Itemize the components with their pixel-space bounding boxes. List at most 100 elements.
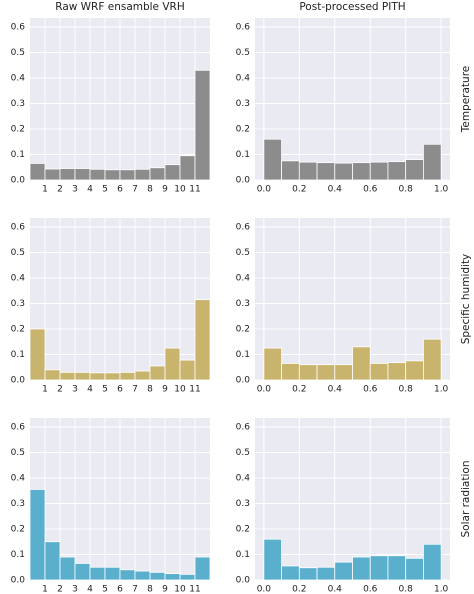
bar xyxy=(74,168,91,181)
x-tick-label: 0.0 xyxy=(257,585,272,594)
y-tick-label: 0.0 xyxy=(236,376,251,386)
x-tick-label: 4 xyxy=(87,585,93,594)
y-tick-label: 0.0 xyxy=(11,576,26,586)
y-tick-label: 0.6 xyxy=(236,222,251,232)
x-tick-label: 11 xyxy=(189,585,200,594)
bar xyxy=(59,168,76,181)
x-tick-label: 5 xyxy=(102,185,108,195)
x-tick-label: 10 xyxy=(174,385,186,395)
y-tick-label: 0.0 xyxy=(236,176,251,186)
x-tick-label: 1 xyxy=(42,185,48,195)
bar xyxy=(194,299,211,381)
x-tick-label: 7 xyxy=(132,385,138,395)
y-tick-label: 0.2 xyxy=(11,524,25,534)
bar xyxy=(352,346,371,381)
y-tick-label: 0.5 xyxy=(11,48,25,58)
y-tick-label: 0.6 xyxy=(11,222,26,232)
y-tick-label: 0.6 xyxy=(11,22,26,32)
y-tick-label: 0.5 xyxy=(236,48,250,58)
bar xyxy=(281,160,300,181)
plot-area xyxy=(255,418,450,580)
y-tick-label: 0.2 xyxy=(236,124,250,134)
y-tick-label: 0.2 xyxy=(11,124,25,134)
row-label: Temperature xyxy=(460,66,472,134)
bar xyxy=(149,365,166,381)
bar xyxy=(281,363,300,381)
bar xyxy=(104,566,121,581)
x-tick-label: 0.6 xyxy=(363,185,378,195)
x-tick-label: 2 xyxy=(57,385,63,395)
y-tick-label: 0.1 xyxy=(11,550,25,560)
y-tick-label: 0.5 xyxy=(236,448,250,458)
y-tick-label: 0.3 xyxy=(236,99,250,109)
x-tick-label: 11 xyxy=(189,385,200,395)
bar xyxy=(89,168,106,181)
bar xyxy=(44,541,61,581)
x-tick-label: 9 xyxy=(162,585,168,594)
bar xyxy=(74,563,91,581)
bar xyxy=(44,168,61,181)
x-tick-label: 9 xyxy=(162,385,168,395)
bar xyxy=(352,162,371,181)
bar xyxy=(316,364,336,381)
x-tick-label: 1.0 xyxy=(434,385,449,395)
y-tick-label: 0.1 xyxy=(11,150,25,160)
y-tick-label: 0.3 xyxy=(11,99,25,109)
y-tick-label: 0.6 xyxy=(11,422,26,432)
bar xyxy=(334,364,353,381)
x-tick-label: 0.6 xyxy=(363,585,378,594)
x-tick-label: 0.2 xyxy=(292,585,306,594)
bar xyxy=(405,159,424,181)
x-tick-label: 7 xyxy=(132,185,138,195)
y-tick-label: 0.2 xyxy=(236,324,250,334)
bar xyxy=(316,566,336,581)
x-tick-label: 0.2 xyxy=(292,185,306,195)
bar xyxy=(298,567,318,581)
bar xyxy=(387,555,407,581)
bar xyxy=(164,164,181,181)
bar xyxy=(134,370,151,381)
x-tick-label: 5 xyxy=(102,585,108,594)
bar xyxy=(194,556,211,581)
bar xyxy=(352,556,371,581)
bar xyxy=(423,143,442,181)
x-tick-label: 2 xyxy=(57,185,63,195)
bar xyxy=(298,161,318,181)
y-tick-label: 0.3 xyxy=(236,299,250,309)
y-tick-label: 0.5 xyxy=(236,248,250,258)
bar xyxy=(179,573,196,581)
bar xyxy=(104,169,121,181)
x-tick-label: 8 xyxy=(147,385,153,395)
bar xyxy=(134,168,151,181)
x-tick-label: 9 xyxy=(162,185,168,195)
x-tick-label: 0.0 xyxy=(257,385,272,395)
plot-area xyxy=(255,18,450,180)
x-tick-label: 3 xyxy=(72,585,78,594)
x-tick-label: 4 xyxy=(87,185,93,195)
y-tick-label: 0.1 xyxy=(236,150,250,160)
x-tick-label: 0.8 xyxy=(399,385,414,395)
bar xyxy=(316,162,336,181)
bar xyxy=(334,162,353,181)
bar xyxy=(298,364,318,381)
bar xyxy=(29,163,46,181)
bar xyxy=(59,556,76,581)
y-tick-label: 0.1 xyxy=(236,550,250,560)
bar xyxy=(59,371,76,381)
x-tick-label: 8 xyxy=(147,585,153,594)
y-tick-label: 0.4 xyxy=(236,273,251,283)
bar xyxy=(423,338,442,381)
x-tick-label: 1.0 xyxy=(434,185,449,195)
bar xyxy=(405,557,424,581)
bar xyxy=(44,369,61,381)
y-tick-label: 0.2 xyxy=(11,324,25,334)
bar xyxy=(134,570,151,581)
row-label: Specific humidity xyxy=(460,254,472,345)
bar xyxy=(369,161,389,181)
bar xyxy=(263,347,282,381)
y-tick-label: 0.4 xyxy=(11,273,26,283)
y-tick-label: 0.3 xyxy=(11,499,25,509)
x-tick-label: 0.4 xyxy=(328,385,343,395)
bar xyxy=(263,538,282,581)
x-tick-label: 0.4 xyxy=(328,185,343,195)
